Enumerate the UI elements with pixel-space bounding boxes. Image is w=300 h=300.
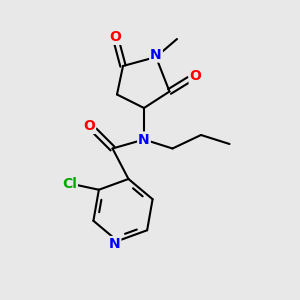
Text: N: N <box>138 133 150 146</box>
Text: O: O <box>110 30 122 44</box>
Text: O: O <box>190 70 202 83</box>
Text: N: N <box>109 237 120 251</box>
Text: N: N <box>150 48 162 62</box>
Text: Cl: Cl <box>62 177 77 191</box>
Text: O: O <box>83 119 95 133</box>
